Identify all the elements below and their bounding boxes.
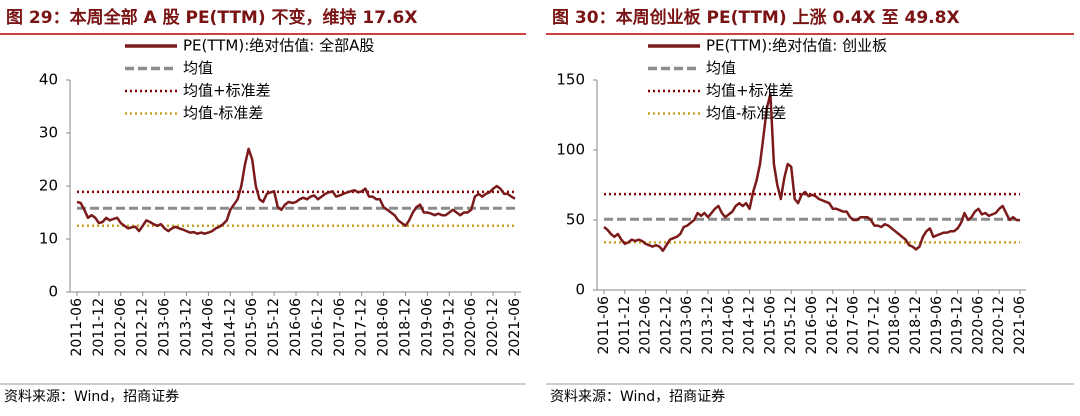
x-tick-label: 2019-06 bbox=[419, 298, 435, 357]
x-tick-label: 2015-06 bbox=[244, 298, 260, 357]
x-tick-label: 2011-06 bbox=[69, 298, 85, 357]
x-tick-label: 2018-12 bbox=[398, 298, 414, 357]
x-tick-label: 2021-06 bbox=[1012, 296, 1028, 355]
y-tick-label: 30 bbox=[39, 124, 58, 142]
x-tick-label: 2017-12 bbox=[866, 296, 882, 355]
y-tick-label: 10 bbox=[39, 230, 58, 248]
x-tick-label: 2020-12 bbox=[485, 298, 501, 357]
source: 资料来源：Wind，招商证券 bbox=[4, 389, 179, 405]
legend-label: 均值 bbox=[706, 59, 736, 77]
x-tick-label: 2011-06 bbox=[596, 296, 612, 355]
legend-label: 均值+标准差 bbox=[183, 82, 271, 100]
x-tick-label: 2016-12 bbox=[825, 296, 841, 355]
series-line bbox=[76, 147, 516, 235]
legend-label: PE(TTM):绝对估值: 全部A股 bbox=[183, 37, 374, 55]
chart-title: 图 30：本周创业板 PE(TTM) 上涨 0.4X 至 49.8X bbox=[552, 7, 960, 28]
x-tick-label: 2016-12 bbox=[310, 298, 326, 357]
x-tick-label: 2014-06 bbox=[721, 296, 737, 355]
x-tick-label: 2013-12 bbox=[700, 296, 716, 355]
x-tick-label: 2012-06 bbox=[113, 298, 129, 357]
x-tick-label: 2018-06 bbox=[376, 298, 392, 357]
x-tick-label: 2015-06 bbox=[762, 296, 778, 355]
x-tick-label: 2019-12 bbox=[950, 296, 966, 355]
y-tick-label: 0 bbox=[575, 281, 585, 299]
series-line bbox=[603, 92, 1021, 253]
x-tick-label: 2016-06 bbox=[804, 296, 820, 355]
legend-label: PE(TTM):绝对估值: 创业板 bbox=[706, 37, 887, 55]
legend-label: 均值+标准差 bbox=[706, 82, 794, 100]
chart-title: 图 29：本周全部 A 股 PE(TTM) 不变，维持 17.6X bbox=[6, 7, 418, 28]
y-tick-label: 40 bbox=[39, 71, 58, 89]
x-tick-label: 2012-06 bbox=[638, 296, 654, 355]
x-tick-label: 2011-12 bbox=[617, 296, 633, 355]
y-tick-label: 150 bbox=[556, 71, 585, 89]
legend-label: 均值-标准差 bbox=[706, 104, 786, 122]
x-tick-label: 2020-06 bbox=[970, 296, 986, 355]
y-tick-label: 100 bbox=[556, 141, 585, 159]
x-tick-label: 2013-12 bbox=[179, 298, 195, 357]
source: 资料来源：Wind，招商证券 bbox=[550, 389, 725, 405]
x-tick-label: 2018-06 bbox=[887, 296, 903, 355]
x-tick-label: 2020-12 bbox=[991, 296, 1007, 355]
x-tick-label: 2011-12 bbox=[91, 298, 107, 357]
legend-label: 均值 bbox=[183, 59, 213, 77]
x-tick-label: 2012-12 bbox=[658, 296, 674, 355]
x-tick-label: 2018-12 bbox=[908, 296, 924, 355]
y-tick-label: 0 bbox=[48, 283, 58, 301]
x-tick-label: 2021-06 bbox=[507, 298, 523, 357]
x-tick-label: 2020-06 bbox=[463, 298, 479, 357]
x-tick-label: 2014-12 bbox=[222, 298, 238, 357]
x-tick-label: 2019-06 bbox=[929, 296, 945, 355]
x-tick-label: 2017-06 bbox=[846, 296, 862, 355]
x-tick-label: 2015-12 bbox=[783, 296, 799, 355]
x-tick-label: 2017-12 bbox=[354, 298, 370, 357]
x-tick-label: 2014-12 bbox=[742, 296, 758, 355]
x-tick-label: 2015-12 bbox=[266, 298, 282, 357]
x-tick-label: 2019-12 bbox=[441, 298, 457, 357]
x-tick-label: 2013-06 bbox=[679, 296, 695, 355]
y-tick-label: 20 bbox=[39, 177, 58, 195]
x-tick-label: 2016-06 bbox=[288, 298, 304, 357]
x-tick-label: 2013-06 bbox=[157, 298, 173, 357]
x-tick-label: 2017-06 bbox=[332, 298, 348, 357]
legend-label: 均值-标准差 bbox=[183, 104, 263, 122]
y-tick-label: 50 bbox=[566, 211, 585, 229]
x-tick-label: 2014-06 bbox=[200, 298, 216, 357]
x-tick-label: 2012-12 bbox=[135, 298, 151, 357]
